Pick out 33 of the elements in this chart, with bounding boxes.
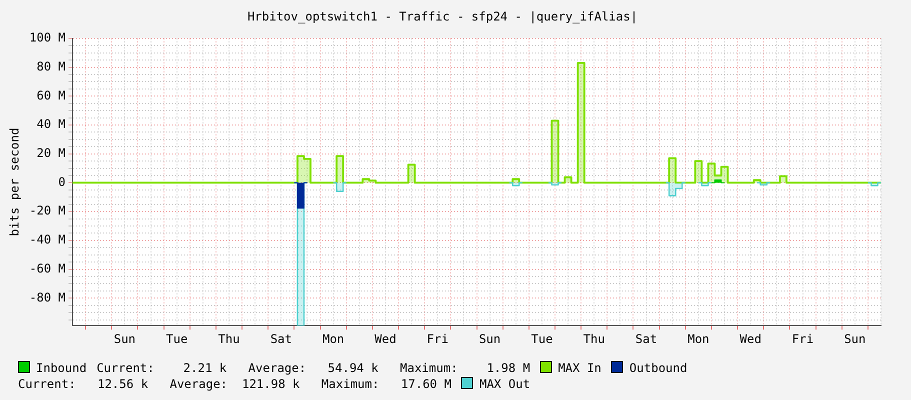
x-tick-label: Thu — [583, 332, 605, 346]
y-tick-label: 80 M — [36, 59, 66, 74]
y-tick-label: 100 M — [29, 30, 66, 45]
y-tick-label: -40 M — [29, 232, 66, 247]
text: Current: 2.21 k Average: 54.94 k Maximum: 1.98 M — [96, 361, 530, 375]
legend-label: MAX In — [557, 361, 602, 375]
x-tick-label: Sat — [270, 332, 292, 346]
y-tick-label: -20 M — [29, 204, 66, 218]
x-tick-label: Thu — [218, 332, 240, 346]
text: Current: 12.56 k Average: 121.98 k Maximum: 17.60 M — [18, 377, 452, 391]
x-tick-label: Tue — [166, 332, 188, 346]
y-axis-title: bits per second — [7, 128, 22, 236]
y-tick-label: 60 M — [36, 88, 66, 102]
y-tick-label: -80 M — [29, 290, 66, 304]
chart-title: Hrbitov_optswitch1 - Traffic - sfp24 - |query_ifAlias| — [247, 9, 638, 24]
y-tick-label: 20 M — [36, 146, 66, 160]
x-tick-label: Mon — [322, 332, 344, 346]
x-tick-label: Wed — [374, 332, 396, 346]
legend-label: Outbound — [628, 361, 688, 375]
y-tick-label: 40 M — [36, 117, 66, 132]
x-tick-label: Sun — [114, 332, 136, 346]
x-tick-label: Sat — [635, 332, 658, 346]
legend-label: MAX Out — [478, 377, 530, 391]
y-tick-label: 0 — [58, 174, 66, 189]
x-tick-label: Wed — [740, 332, 762, 346]
y-tick-label: -60 M — [29, 261, 66, 276]
x-tick-label: Sun — [844, 332, 866, 346]
x-tick-label: Mon — [688, 332, 710, 346]
x-tick-label: Sun — [478, 332, 501, 346]
x-tick-label: Fri — [792, 332, 814, 346]
x-tick-label: Fri — [426, 332, 448, 346]
x-tick-label: Tue — [531, 332, 553, 346]
legend-label: Inbound — [35, 361, 87, 375]
